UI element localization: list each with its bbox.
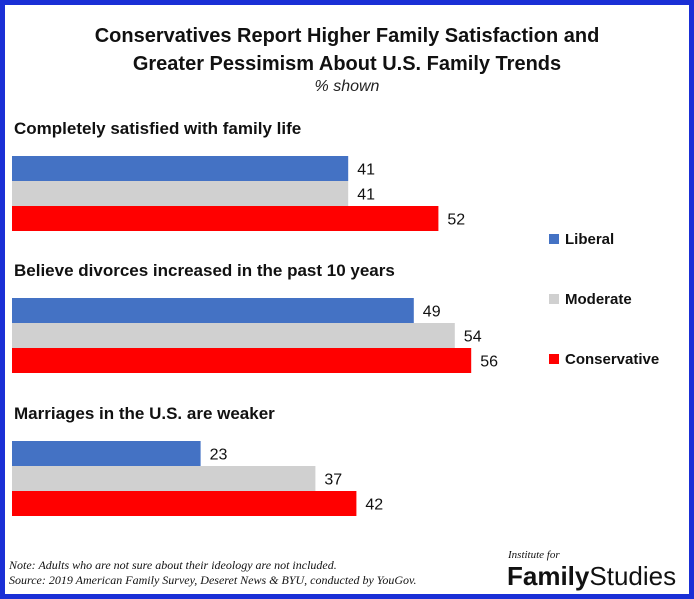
legend-swatch-liberal	[549, 234, 559, 244]
category-label: Completely satisfied with family life	[14, 119, 301, 138]
value-label: 23	[210, 447, 228, 464]
logo-institute-for: Institute for	[508, 549, 560, 561]
legend-label-liberal: Liberal	[565, 231, 614, 248]
value-label: 41	[357, 162, 375, 179]
legend-label-conservative: Conservative	[565, 351, 659, 368]
source-line: Source: 2019 American Family Survey, Des…	[9, 573, 417, 587]
value-label: 54	[464, 329, 482, 346]
bar-moderate	[12, 181, 349, 206]
legend-swatch-moderate	[549, 294, 559, 304]
logo-word-family: Family	[507, 561, 590, 591]
bar-liberal	[12, 441, 201, 466]
bar-moderate	[12, 466, 316, 491]
bar-conservative	[12, 491, 357, 516]
value-label: 52	[447, 212, 465, 229]
value-label: 37	[324, 472, 342, 489]
value-label: 56	[480, 354, 498, 371]
bar-liberal	[12, 298, 414, 323]
value-label: 49	[423, 304, 441, 321]
bar-conservative	[12, 348, 472, 373]
bar-conservative	[12, 206, 439, 231]
category-label: Marriages in the U.S. are weaker	[14, 404, 275, 423]
chart-title: Conservatives Report Higher Family Satis…	[0, 22, 694, 78]
legend-swatch-conservative	[549, 354, 559, 364]
category-label: Believe divorces increased in the past 1…	[14, 261, 395, 280]
bar-moderate	[12, 323, 455, 348]
bar-liberal	[12, 156, 349, 181]
value-label: 41	[357, 187, 375, 204]
legend-label-moderate: Moderate	[565, 291, 632, 308]
title-line-1: Conservatives Report Higher Family Satis…	[94, 25, 600, 47]
title-line-2: Greater Pessimism About U.S. Family Tren…	[132, 53, 562, 75]
note-line: Note: Adults who are not sure about thei…	[9, 558, 337, 572]
logo-word-studies: Studies	[589, 561, 677, 591]
chart-subtitle: % shown	[314, 78, 380, 95]
footnote: Note: Adults who are not sure about thei…	[9, 558, 416, 588]
value-label: 42	[365, 497, 383, 514]
ifs-logo: FamilyStudies	[507, 561, 676, 591]
